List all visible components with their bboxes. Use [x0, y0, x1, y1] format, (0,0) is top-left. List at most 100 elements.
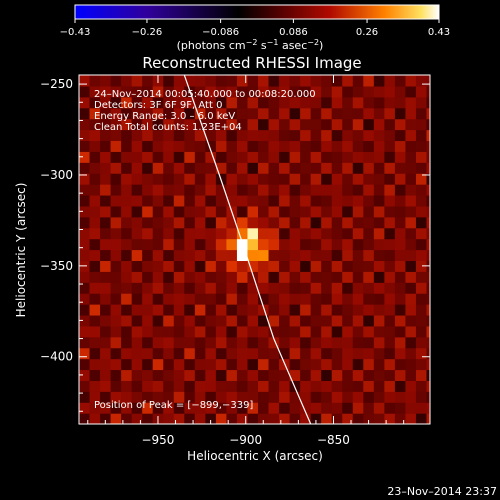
heatmap-cell — [184, 205, 196, 218]
heatmap-cell — [194, 314, 206, 327]
heatmap-cell — [373, 336, 385, 349]
heatmap-cell — [184, 238, 196, 251]
heatmap-cell — [258, 205, 270, 218]
heatmap-cell — [415, 402, 428, 414]
heatmap-cell — [415, 358, 428, 371]
heatmap-cell — [110, 184, 122, 196]
heatmap-cell — [258, 194, 270, 207]
heatmap-cell — [300, 129, 312, 142]
heatmap-cell — [89, 413, 101, 424]
heatmap-cell — [152, 369, 164, 381]
heatmap-cell — [110, 325, 122, 338]
heatmap-cell — [121, 140, 133, 152]
heatmap-cell — [394, 402, 407, 414]
heatmap-cell — [152, 249, 164, 262]
heatmap-cell — [236, 314, 249, 327]
heatmap-cell — [194, 118, 206, 131]
heatmap-cell — [194, 129, 206, 142]
heatmap-cell — [300, 380, 312, 392]
heatmap-cell — [131, 216, 143, 229]
heatmap-cell — [310, 238, 322, 251]
heatmap-cell — [289, 140, 301, 152]
heatmap-cell — [215, 173, 228, 185]
heatmap-cell — [426, 249, 430, 262]
heatmap-cell — [131, 314, 143, 327]
heatmap-cell — [89, 260, 101, 272]
heatmap-cell — [268, 325, 280, 338]
heatmap-cell — [247, 205, 259, 218]
heatmap-cell — [310, 413, 322, 424]
heatmap-cell — [131, 85, 143, 98]
heatmap-cell — [142, 293, 154, 305]
heatmap-cell — [184, 140, 196, 152]
heatmap-cell — [405, 380, 417, 392]
heatmap-cell — [247, 129, 259, 142]
heatmap-cell — [331, 85, 343, 98]
heatmap-cell — [426, 369, 430, 381]
heatmap-cell — [352, 293, 364, 305]
heatmap-cell — [352, 205, 364, 218]
heatmap-cell — [121, 107, 133, 120]
heatmap-cell — [236, 140, 249, 152]
heatmap-cell — [194, 85, 206, 98]
heatmap-cell — [215, 369, 228, 381]
heatmap-cell — [184, 184, 196, 196]
heatmap-cell — [142, 216, 154, 229]
heatmap-cell — [142, 184, 154, 196]
heatmap-cell — [236, 380, 249, 392]
heatmap-cell — [405, 85, 417, 98]
heatmap-cell — [426, 358, 430, 371]
heatmap-cell — [173, 216, 185, 229]
annotation-clean: Clean Total counts: 1.23E+04 — [94, 122, 242, 133]
heatmap-cell — [405, 413, 417, 424]
heatmap-cell — [394, 205, 407, 218]
heatmap-cell — [321, 227, 333, 240]
heatmap-cell — [279, 402, 291, 414]
heatmap-cell — [426, 96, 430, 109]
heatmap-cell — [163, 325, 175, 338]
heatmap-cell — [310, 380, 322, 392]
heatmap-cell — [426, 216, 430, 229]
heatmap-cell — [205, 107, 217, 120]
heatmap-cell — [152, 238, 164, 251]
heatmap-cell — [173, 380, 185, 392]
heatmap-cell — [110, 227, 122, 240]
heatmap-cell — [279, 271, 291, 283]
heatmap-cell — [321, 325, 333, 338]
heatmap-cells — [79, 75, 430, 424]
heatmap-cell — [110, 402, 122, 414]
heatmap-cell — [373, 118, 385, 131]
heatmap-cell — [384, 325, 396, 338]
heatmap-cell — [163, 314, 175, 327]
heatmap-cell — [331, 118, 343, 131]
heatmap-cell — [121, 238, 133, 251]
heatmap-cell — [131, 413, 143, 424]
heatmap-cell — [363, 314, 375, 327]
heatmap-cell — [258, 129, 270, 142]
heatmap-cell — [226, 325, 238, 338]
heatmap-cell — [89, 194, 101, 207]
heatmap-cell — [279, 140, 291, 152]
heatmap-cell — [121, 227, 133, 240]
heatmap-cell — [363, 184, 375, 196]
heatmap-cell — [142, 151, 154, 163]
heatmap-cell — [268, 249, 280, 262]
heatmap-cell — [142, 380, 154, 392]
heatmap-cell — [79, 293, 91, 305]
heatmap-cell — [184, 162, 196, 174]
heatmap-cell — [394, 227, 407, 240]
heatmap-cell — [121, 314, 133, 327]
heatmap-cell — [79, 107, 91, 120]
heatmap-cell — [110, 194, 122, 207]
heatmap-cell — [321, 238, 333, 251]
heatmap-cell — [79, 358, 91, 371]
heatmap-cell — [289, 151, 301, 163]
heatmap-cell — [373, 325, 385, 338]
heatmap-cell — [300, 282, 312, 294]
heatmap-cell — [310, 304, 322, 316]
heatmap-cell — [321, 282, 333, 294]
heatmap-cell — [415, 107, 428, 120]
heatmap-cell — [405, 336, 417, 349]
heatmap-cell — [321, 216, 333, 229]
heatmap-cell — [289, 314, 301, 327]
